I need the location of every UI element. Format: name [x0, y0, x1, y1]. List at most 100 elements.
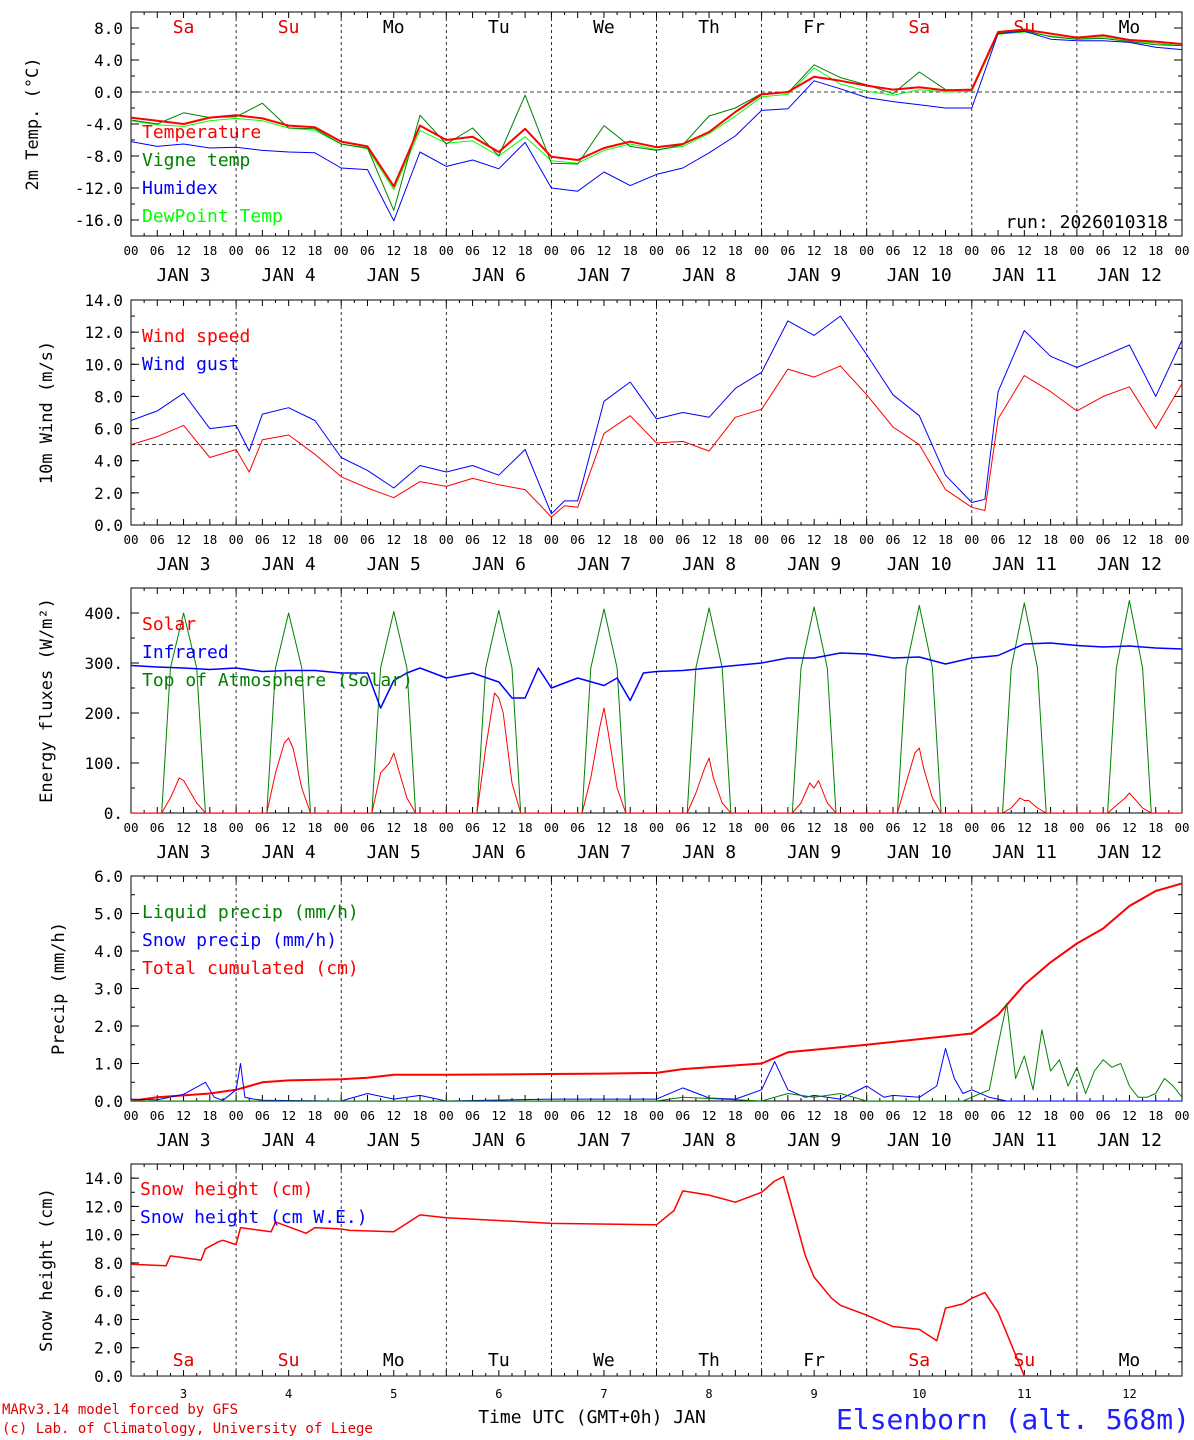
hour-tick-label: 18	[307, 820, 322, 835]
hour-tick-label: 18	[938, 1108, 953, 1123]
weekday-label: Su	[278, 1350, 300, 1371]
hour-tick-label: 00	[229, 1108, 244, 1123]
weekday-label: Su	[1014, 1350, 1036, 1371]
date-label: JAN 4	[262, 265, 316, 286]
y-tick-label: 14.0	[84, 291, 123, 310]
day-number-label: 7	[600, 1387, 607, 1401]
plot-frame	[130, 587, 1183, 814]
date-label: JAN 12	[1097, 554, 1162, 575]
day-number-label: 8	[705, 1387, 712, 1401]
series-line-top-of-atmosphere-solar-	[131, 600, 1182, 813]
weekday-label: Fr	[803, 17, 825, 38]
hour-tick-label: 00	[439, 532, 454, 547]
hour-tick-label: 00	[859, 532, 874, 547]
hour-tick-label: 18	[518, 820, 533, 835]
y-tick-label: 8.0	[94, 387, 123, 406]
hour-tick-label: 18	[728, 243, 743, 258]
date-label: JAN 7	[577, 842, 631, 863]
copyright-credit: (c) Lab. of Climatology, University of L…	[2, 1421, 373, 1437]
series-line-wind-speed	[131, 365, 1182, 518]
series-group	[131, 882, 1182, 1101]
hour-tick-label: 00	[1174, 532, 1189, 547]
hour-tick-label: 18	[1043, 532, 1058, 547]
hour-tick-label: 06	[255, 1108, 270, 1123]
hour-tick-label: 06	[465, 243, 480, 258]
date-label: JAN 8	[682, 554, 736, 575]
y-tick-label: 12.0	[84, 323, 123, 342]
hour-tick-label: 00	[123, 532, 138, 547]
hour-tick-label: 12	[176, 243, 191, 258]
panel-1: 8.0 4.0 0.0 -4.0 -8.0 -12.0 -16.0 2m Temp. (°C)…	[23, 11, 1190, 286]
model-credit: MARv3.14 model forced by GFS	[2, 1402, 238, 1418]
hour-tick-label: 12	[807, 1108, 822, 1123]
hour-tick-label: 18	[307, 243, 322, 258]
weekday-label: Mo	[383, 17, 405, 38]
y-tick-label: 200.	[84, 704, 123, 723]
hour-tick-label: 12	[491, 243, 506, 258]
legend-entry: DewPoint Temp	[142, 206, 283, 227]
hour-tick-label: 18	[1148, 243, 1163, 258]
hour-tick-label: 12	[491, 820, 506, 835]
y-tick-label: -4.0	[84, 115, 123, 134]
day-number-label: 12	[1122, 1387, 1136, 1401]
date-label: JAN 7	[577, 1130, 631, 1151]
weekday-label: Sa	[908, 17, 930, 38]
x-axis-title: Time UTC (GMT+0h) JAN	[478, 1407, 706, 1428]
hour-tick-label: 06	[780, 532, 795, 547]
date-label: JAN 11	[992, 842, 1057, 863]
hour-tick-label: 18	[1148, 1108, 1163, 1123]
date-label: JAN 3	[156, 842, 210, 863]
date-label: JAN 5	[367, 1130, 421, 1151]
hour-tick-label: 12	[176, 820, 191, 835]
hour-tick-label: 12	[596, 820, 611, 835]
legend-entry: Temperature	[142, 122, 261, 143]
series-line-dewpoint-temp	[131, 31, 1182, 191]
hour-tick-label: 00	[649, 1108, 664, 1123]
legend-entry: Solar	[142, 614, 196, 635]
legend-entry: Snow height (cm)	[140, 1179, 313, 1200]
hour-tick-label: 12	[491, 1108, 506, 1123]
hour-tick-label: 12	[281, 1108, 296, 1123]
hour-tick-label: 18	[202, 532, 217, 547]
hour-tick-label: 12	[176, 1108, 191, 1123]
hour-tick-label: 00	[1174, 820, 1189, 835]
hour-tick-label: 12	[807, 532, 822, 547]
date-label: JAN 4	[262, 842, 316, 863]
date-label: JAN 11	[992, 554, 1057, 575]
hour-tick-label: 12	[281, 820, 296, 835]
weekday-label: Th	[698, 17, 720, 38]
hour-tick-label: 00	[229, 532, 244, 547]
date-label: JAN 6	[472, 1130, 526, 1151]
run-label: run: 2026010318	[1005, 212, 1168, 233]
hour-tick-label: 18	[202, 243, 217, 258]
hour-tick-label: 12	[1017, 243, 1032, 258]
y-tick-label: 4.0	[94, 942, 123, 961]
hour-tick-label: 18	[202, 820, 217, 835]
hour-tick-label: 06	[675, 243, 690, 258]
hour-tick-label: 00	[754, 820, 769, 835]
weekday-label: Fr	[803, 1350, 825, 1371]
weekday-label: Sa	[173, 17, 195, 38]
weekday-label: Su	[278, 17, 300, 38]
date-label: JAN 3	[156, 1130, 210, 1151]
hour-tick-label: 06	[1096, 820, 1111, 835]
y-axis-label: Snow height (cm)	[37, 1188, 57, 1352]
y-tick-label: 0.	[104, 804, 123, 823]
hour-tick-label: 18	[1148, 820, 1163, 835]
date-label: JAN 9	[787, 842, 841, 863]
y-tick-label: 0.0	[94, 83, 123, 102]
hour-tick-label: 06	[991, 532, 1006, 547]
hour-tick-label: 06	[150, 243, 165, 258]
hour-tick-label: 00	[123, 820, 138, 835]
hour-tick-label: 18	[412, 1108, 427, 1123]
date-label: JAN 9	[787, 265, 841, 286]
hour-tick-label: 18	[202, 1108, 217, 1123]
hour-tick-label: 18	[728, 820, 743, 835]
series-line-temperature	[131, 28, 1182, 188]
hour-tick-label: 00	[859, 820, 874, 835]
legend-entry: Liquid precip (mm/h)	[142, 902, 359, 923]
plot-frame	[130, 11, 1183, 237]
hour-tick-label: 12	[912, 532, 927, 547]
hour-tick-label: 00	[439, 1108, 454, 1123]
hour-tick-label: 00	[649, 532, 664, 547]
